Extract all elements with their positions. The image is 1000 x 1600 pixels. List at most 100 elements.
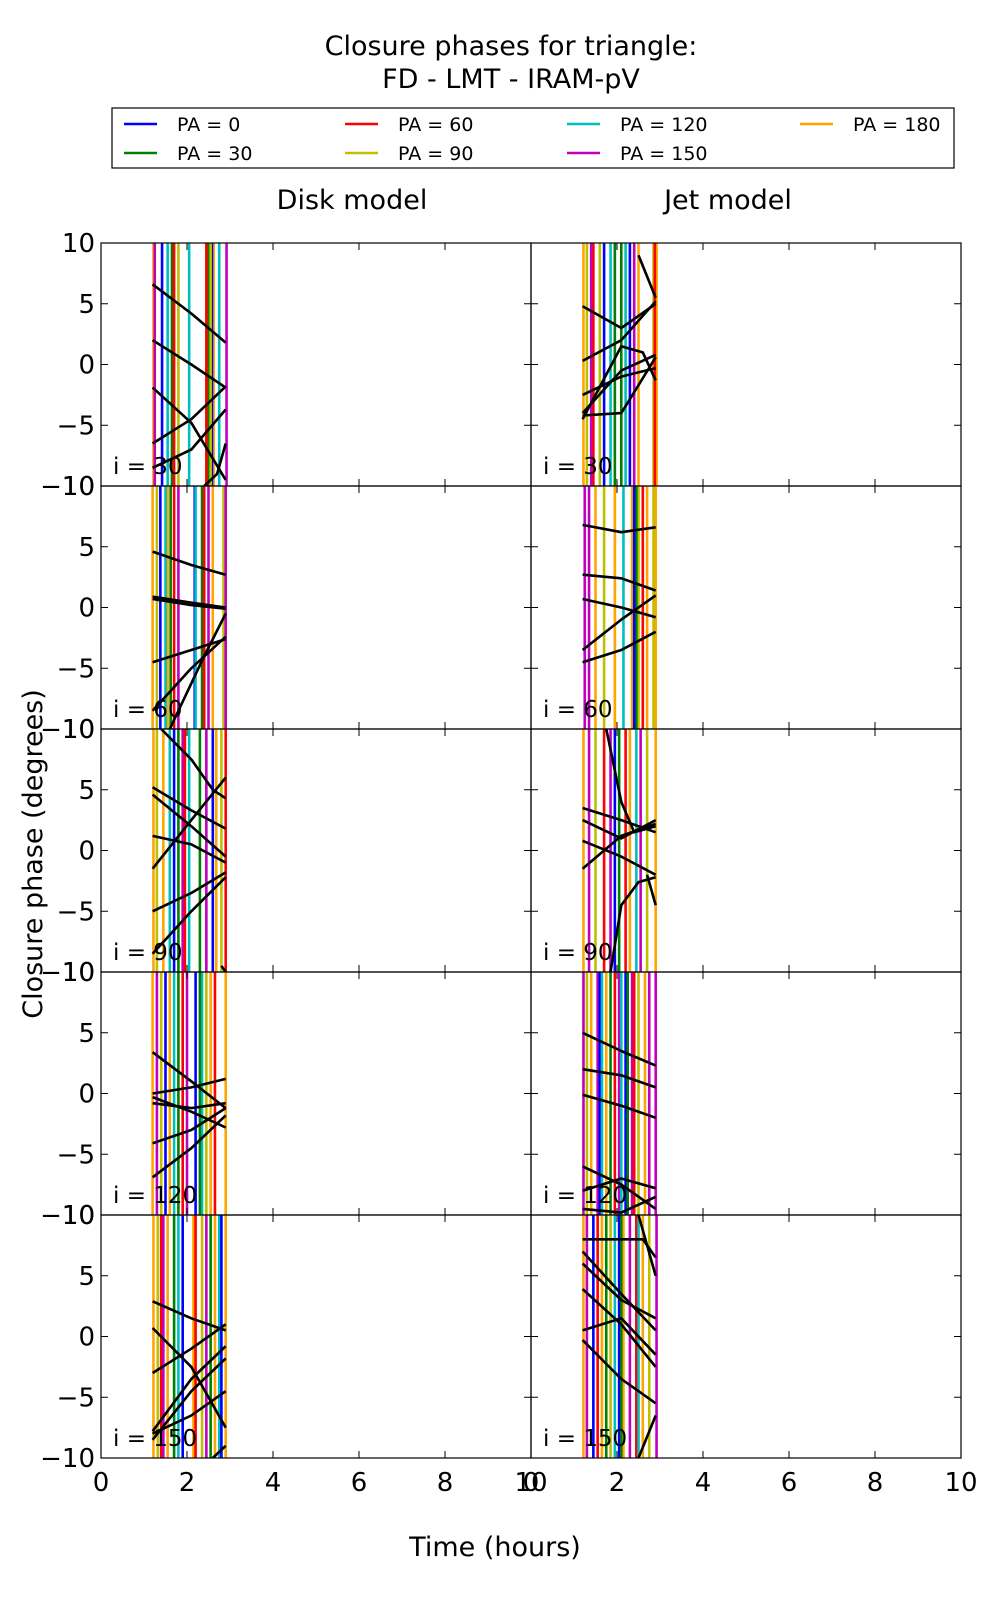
closure-phase-curve-1: [151, 339, 227, 389]
closure-phase-curve-4: [152, 1107, 227, 1145]
panel-plot-area: [582, 972, 658, 1215]
closure-phase-curve-1: [581, 1250, 657, 1332]
closure-phase-curve-2: [151, 793, 227, 858]
closure-phase-curve-4: [152, 408, 227, 469]
panel-plot-area: [151, 1215, 227, 1458]
closure-phase-curve-1: [581, 300, 657, 363]
closure-phase-curve-0: [160, 729, 227, 800]
column-title-disk: Disk model: [277, 185, 428, 216]
x-axis-label: Time (hours): [408, 1532, 581, 1563]
y-tick-label: 0: [78, 837, 95, 867]
panel-plot-area: [581, 243, 658, 486]
inclination-label: i = 60: [113, 697, 183, 723]
closure-phase-curve-0: [581, 302, 657, 330]
x-tick-label-jet: 6: [781, 1468, 798, 1498]
closure-phase-curve-7: [220, 965, 227, 972]
closure-phase-curve-7: [637, 1215, 657, 1277]
closure-phase-curve-3: [581, 1288, 657, 1368]
y-tick-label: 0: [78, 351, 95, 381]
x-tick-label-disk: 6: [351, 1468, 368, 1498]
tick-labels: −10−50510−10−50510−10−50510−10−50510−10−…: [40, 229, 977, 1498]
y-tick-label: −5: [57, 897, 95, 927]
closure-phase-curve-1: [152, 1077, 227, 1095]
legend-label-5: PA = 150: [620, 143, 708, 165]
panel-jet-row-1: i = 60: [530, 485, 962, 730]
closure-phase-curve-0: [152, 550, 227, 576]
y-tick-label: 10: [62, 229, 95, 259]
closure-phase-curve-1: [151, 1327, 227, 1429]
closure-phase-curve-6: [637, 1415, 657, 1458]
closure-phase-curve-2: [152, 597, 226, 610]
closure-phase-curve-0: [582, 523, 656, 534]
closure-phase-curve-0: [151, 1051, 227, 1110]
closure-phase-curve-4: [581, 822, 657, 870]
closure-phase-curve-4: [151, 776, 227, 870]
y-axis-label: Closure phase (degrees): [18, 689, 49, 1019]
closure-phase-curve-5: [582, 1317, 657, 1356]
panel-jet-row-2: i = 90: [530, 728, 962, 973]
figure-title-line-2: FD - LMT - IRAM-pV: [382, 64, 640, 95]
inclination-label: i = 150: [543, 1426, 627, 1452]
x-tick-label-disk: 4: [265, 1468, 282, 1498]
y-tick-label: 0: [78, 1080, 95, 1110]
closure-phase-curve-3: [151, 385, 227, 445]
closure-phase-curve-6: [151, 876, 227, 955]
closure-phase-curve-2: [152, 1095, 227, 1129]
closure-phase-curve-6: [645, 874, 657, 906]
inclination-label: i = 90: [543, 940, 613, 966]
x-tick-label-jet: 10: [944, 1468, 977, 1498]
panel-jet-row-3: i = 120: [530, 971, 962, 1216]
panel-disk-row-0: i = 30: [100, 242, 532, 487]
closure-phase-curve-1: [582, 573, 657, 592]
panel-jet-row-4: i = 150: [530, 1214, 962, 1459]
closure-phase-curve-3: [582, 356, 657, 417]
legend-label-0: PA = 0: [177, 114, 240, 136]
legend-box: [111, 107, 955, 169]
closure-phase-curve-1: [151, 786, 227, 830]
closure-phase-curve-1: [582, 1031, 657, 1067]
panel-jet-row-0: i = 30: [530, 242, 962, 487]
closure-phase-curve-3: [152, 834, 227, 864]
closure-phase-curve-6: [211, 1444, 227, 1458]
legend-label-3: PA = 90: [398, 143, 473, 165]
panel-disk-row-1: i = 60: [100, 485, 532, 730]
closure-phase-curve-3: [152, 637, 227, 664]
closure-phase-curve-5: [581, 353, 657, 414]
closure-phase-curve-5: [168, 613, 227, 729]
y-tick-label: −10: [40, 1444, 95, 1474]
x-tick-label-jet: 2: [609, 1468, 626, 1498]
column-title-jet: Jet model: [662, 185, 792, 216]
inclination-label: i = 60: [543, 697, 613, 723]
y-tick-label: −5: [57, 654, 95, 684]
y-tick-label: 5: [78, 290, 95, 320]
closure-phase-curve-0: [152, 1300, 227, 1332]
y-tick-label: −10: [40, 958, 95, 988]
closure-phase-curve-5: [203, 443, 227, 486]
y-tick-label: 5: [78, 533, 95, 563]
panel-plot-area: [151, 243, 228, 486]
closure-phase-curve-5: [609, 875, 657, 972]
y-tick-label: −10: [40, 1201, 95, 1231]
legend-label-1: PA = 30: [177, 143, 252, 165]
legend-label-4: PA = 120: [620, 114, 708, 136]
y-tick-label: 10: [62, 1201, 95, 1231]
closure-phase-curve-4: [582, 1165, 657, 1210]
closure-phase-curve-4: [582, 366, 657, 397]
panel-disk-row-2: i = 90: [100, 728, 532, 973]
x-tick-label-jet: 8: [867, 1468, 884, 1498]
closure-phase-curve-5: [152, 871, 227, 913]
inclination-label: i = 150: [113, 1426, 197, 1452]
y-tick-label: 10: [62, 958, 95, 988]
panel-plot-area: [151, 486, 227, 729]
closure-phase-curve-3: [582, 839, 657, 876]
x-tick-label-disk: 8: [437, 1468, 454, 1498]
inclination-label: i = 90: [113, 940, 183, 966]
y-tick-label: 5: [78, 1019, 95, 1049]
x-tick-label-disk: 10: [514, 1468, 547, 1498]
y-tick-label: −10: [40, 472, 95, 502]
figure-title-line-1: Closure phases for triangle:: [325, 31, 698, 62]
closure-phase-curve-0: [151, 283, 227, 344]
x-tick-label-disk: 0: [93, 1468, 110, 1498]
